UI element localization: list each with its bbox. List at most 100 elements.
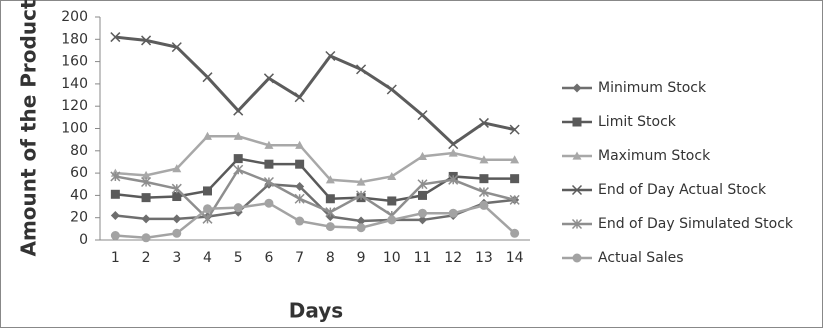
y-tick-label: 140 [61,76,88,92]
data-point [295,216,305,226]
data-point [264,159,274,169]
series-line [115,201,516,240]
data-point [418,215,427,225]
x-tick-label: 14 [506,250,524,266]
data-point [294,92,305,103]
data-point [171,183,182,194]
y-tick-label: 200 [61,9,88,25]
data-point [356,216,366,226]
x-tick-label: 9 [357,250,366,266]
data-point [110,231,120,241]
y-tick-label: 120 [61,98,88,114]
y-tick-label: 0 [79,232,88,248]
data-point [172,228,182,238]
data-point [141,233,151,243]
data-point [418,151,427,160]
data-point [325,175,335,184]
data-point [141,170,151,179]
data-point [263,176,274,188]
legend-label: End of Day Simulated Stock [598,216,794,232]
data-point [448,148,458,157]
legend-marker [571,184,583,196]
data-point [294,193,305,204]
data-point [233,105,244,116]
data-point [387,196,397,206]
data-point [233,203,243,213]
data-point [417,110,428,121]
data-point [448,174,459,185]
x-tick-label: 1 [111,250,120,266]
legend-marker [572,253,582,263]
legend-label: End of Day Actual Stock [598,182,767,198]
data-point [141,214,151,224]
y-axis-title: Amount of the Product [17,0,41,257]
data-point [264,140,274,149]
series-line [115,182,515,223]
data-point [387,171,397,181]
data-point [510,228,520,238]
x-tick-label: 12 [444,250,462,266]
data-point [110,189,120,199]
data-point [171,42,182,53]
data-point [479,155,489,164]
series-line [115,168,515,221]
data-point [203,131,212,140]
y-tick-label: 180 [61,31,88,47]
data-point [325,207,336,218]
data-point [417,179,428,190]
x-tick-label: 11 [414,250,432,266]
legend-label: Minimum Stock [598,80,707,96]
x-tick-label: 13 [475,250,493,266]
data-point [203,186,212,196]
legend-marker [572,83,582,93]
y-tick-label: 40 [70,187,88,203]
data-point [479,174,489,184]
data-point [172,214,182,224]
series-line [115,35,515,147]
data-point [418,208,427,218]
data-point [356,177,366,186]
data-point [509,194,520,205]
x-tick-label: 4 [203,250,212,266]
legend-label: Actual Sales [598,250,684,266]
x-tick-label: 5 [234,250,243,266]
legend-marker [572,117,582,127]
data-point [202,213,213,224]
data-point [233,154,243,164]
data-point [386,84,397,95]
x-tick-label: 7 [295,250,304,266]
data-point [478,117,489,128]
x-tick-label: 2 [142,250,151,266]
legend-marker [572,151,582,160]
data-point [510,155,520,164]
data-point [172,192,182,202]
data-point [418,190,427,200]
data-point [202,72,213,83]
data-point [387,215,397,225]
data-point [510,174,520,184]
legend-label: Maximum Stock [598,148,711,164]
data-point [478,187,489,198]
data-point [448,139,459,150]
data-point [479,200,489,210]
data-point [325,194,335,204]
data-point [295,181,305,191]
data-point [325,50,336,62]
legend-marker [571,218,583,230]
data-point [325,222,335,232]
data-point [141,176,152,188]
y-tick-label: 160 [61,54,88,70]
data-point [203,204,212,214]
data-point [263,73,274,84]
x-tick-label: 8 [326,250,335,266]
y-tick-label: 60 [70,165,88,181]
data-point [233,164,244,175]
data-point [295,140,305,149]
data-point [233,131,243,140]
data-point [295,159,305,169]
data-point [110,171,121,182]
y-tick-label: 20 [70,210,88,226]
data-point [509,124,520,135]
data-point [356,190,367,201]
